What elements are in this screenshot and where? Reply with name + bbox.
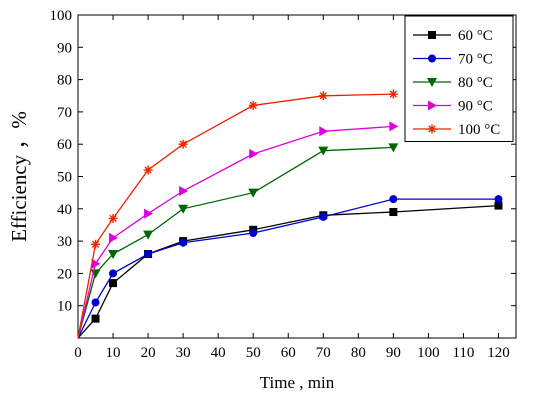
origin-tick-label: 0 [74,345,82,361]
data-point [389,208,398,217]
y-tick-label: 70 [57,105,72,121]
data-point [318,146,329,156]
data-point [144,208,154,219]
data-point [91,298,100,307]
legend-label: 100 °C [458,122,500,138]
legend-label: 70 °C [458,52,493,68]
data-point [249,148,259,159]
legend-marker [428,31,436,39]
x-tick-label: 10 [106,345,121,361]
data-point [389,195,398,204]
legend-item: 90 °C [413,99,493,115]
x-tick-label: 50 [246,345,261,361]
data-point [109,279,118,288]
data-point [319,126,329,137]
x-tick-label: 40 [211,345,226,361]
data-point [389,121,399,132]
data-point [388,89,398,99]
data-point [91,258,101,269]
data-point [144,250,153,259]
data-point [388,143,399,153]
series-line [77,146,394,339]
series-line [77,198,499,339]
y-tick-label: 100 [50,8,73,24]
data-point [248,188,259,198]
legend: 60 °C 70 °C 80 °C 90 °C 100 °C [404,15,514,142]
data-point [178,139,188,149]
data-point [108,213,118,223]
legend-marker [428,54,436,63]
series-4 [77,89,398,339]
y-tick-label: 50 [57,170,72,186]
x-tick-label: 80 [351,345,366,361]
y-tick-label: 40 [57,202,72,218]
y-tick-label: 10 [57,299,72,315]
series-layer [77,89,503,339]
x-tick-label: 100 [417,345,440,361]
series-1 [77,195,503,339]
y-tick-label: 60 [57,137,72,153]
y-axis-title: Efficiency ，% [7,111,31,242]
y-tick-label: 30 [57,234,72,250]
legend-marker [427,124,437,134]
data-point [143,230,154,240]
legend-label: 90 °C [458,99,493,115]
x-axis-title: Time , min [260,373,335,392]
x-tick-label: 90 [386,345,401,361]
data-point [179,238,188,247]
x-tick-label: 20 [141,345,156,361]
data-point [318,91,328,101]
legend-item: 80 °C [413,75,493,91]
data-point [178,204,189,214]
legend-item: 100 °C [413,122,500,138]
data-point [248,100,258,110]
data-point [249,229,258,238]
x-tick-label: 110 [452,345,474,361]
data-point [319,212,328,221]
legend-marker [428,100,437,111]
x-tick-label: 30 [176,345,191,361]
legend-label: 60 °C [458,28,493,44]
series-3 [77,121,399,339]
data-point [143,165,153,175]
data-point [494,195,503,204]
data-point [91,239,101,249]
legend-marker [427,78,437,87]
data-point [179,186,189,197]
legend-item: 60 °C [413,28,493,44]
axes: 10 20 30 40 50 60 70 80 90 100 110 120 10 20 30 40 50 60 7… [50,8,517,361]
series-2 [77,143,399,339]
x-tick-label: 70 [316,345,331,361]
data-point [108,250,119,260]
legend-box [404,15,514,142]
y-tick-label: 90 [57,40,72,56]
y-tick-label: 80 [57,73,72,89]
data-point [109,232,119,243]
x-tick-label: 120 [487,345,510,361]
series-0 [77,201,503,339]
data-point [91,314,100,323]
y-tick-label: 20 [57,266,72,282]
legend-item: 70 °C [413,52,493,68]
data-point [109,269,118,278]
data-point [494,201,503,210]
series-line [77,125,394,339]
series-line [77,93,394,339]
legend-label: 80 °C [458,75,493,91]
x-tick-label: 60 [281,345,296,361]
